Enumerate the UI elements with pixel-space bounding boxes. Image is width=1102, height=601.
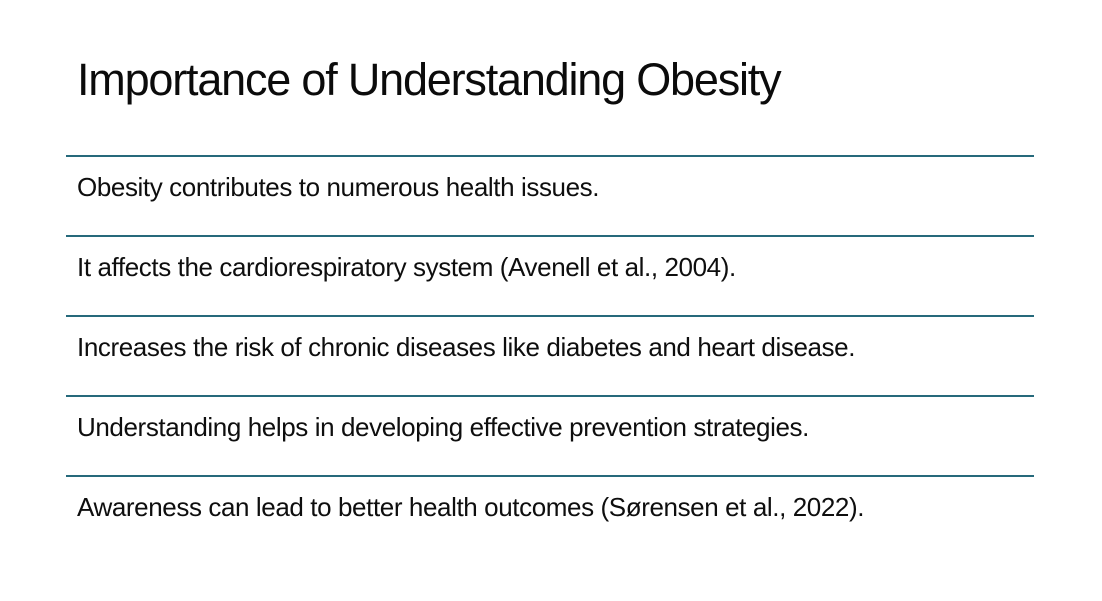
bullet-list: Obesity contributes to numerous health i…: [66, 155, 1034, 555]
list-item: Obesity contributes to numerous health i…: [66, 155, 1034, 235]
list-item: Awareness can lead to better health outc…: [66, 475, 1034, 555]
list-item-text: Obesity contributes to numerous health i…: [77, 172, 600, 202]
slide-title: Importance of Understanding Obesity: [77, 54, 782, 105]
list-item-text: Understanding helps in developing effect…: [77, 412, 809, 442]
list-item-text: Increases the risk of chronic diseases l…: [77, 332, 856, 362]
list-item-text: Awareness can lead to better health outc…: [77, 492, 865, 522]
list-item-text: It affects the cardiorespiratory system …: [77, 252, 736, 282]
list-item: It affects the cardiorespiratory system …: [66, 235, 1034, 315]
list-item: Understanding helps in developing effect…: [66, 395, 1034, 475]
list-item: Increases the risk of chronic diseases l…: [66, 315, 1034, 395]
